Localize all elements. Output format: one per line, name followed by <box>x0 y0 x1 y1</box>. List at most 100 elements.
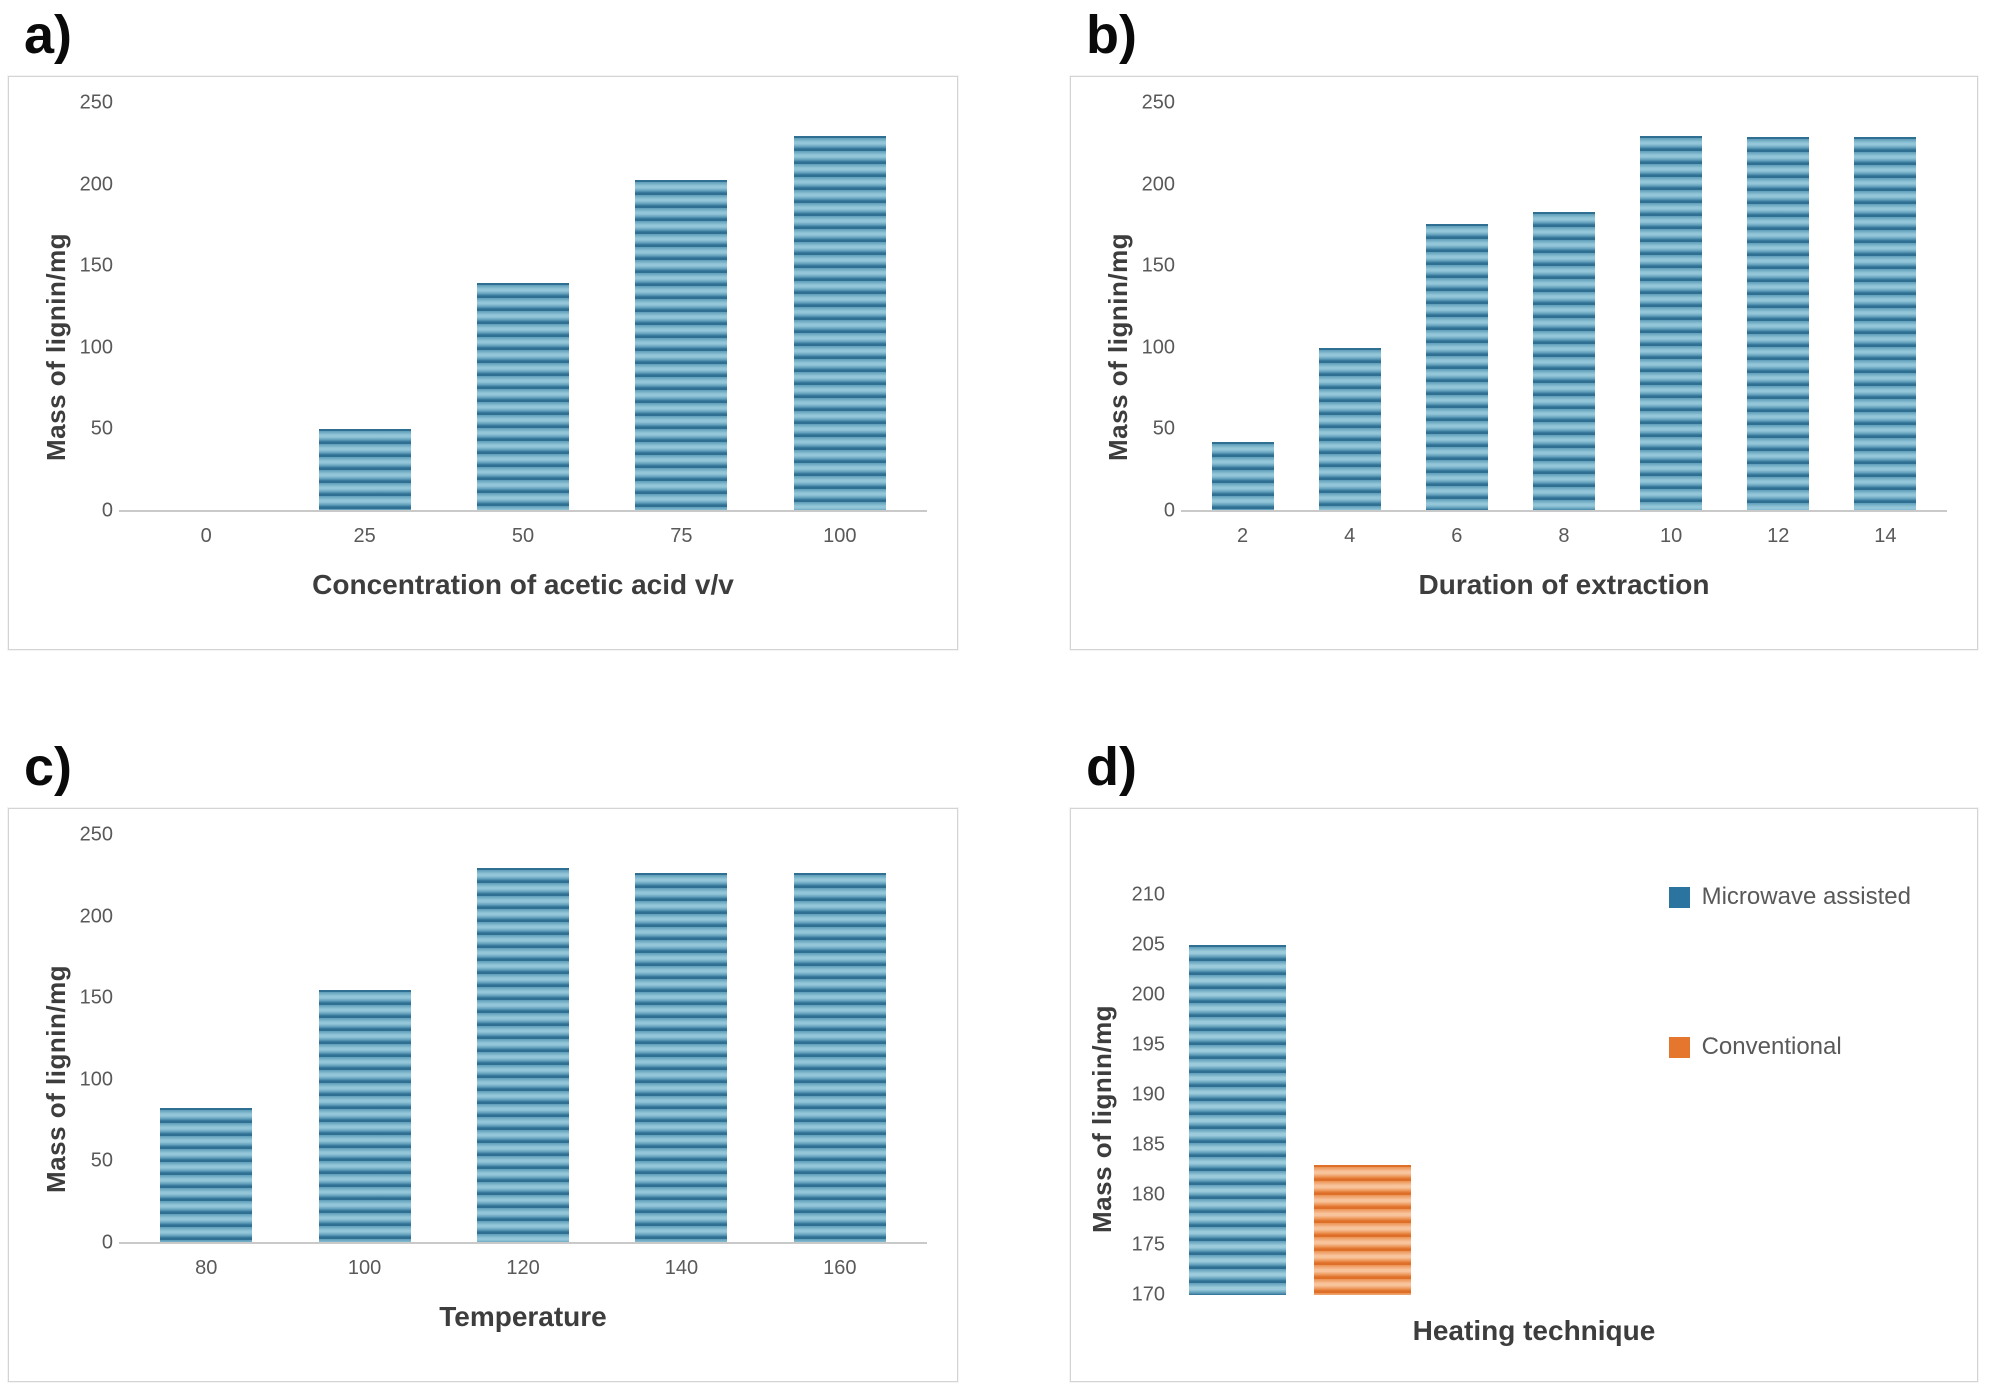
legend-label: Microwave assisted <box>1701 883 1911 910</box>
y-tick-50: 50 <box>90 1149 113 1172</box>
y-tick-250: 250 <box>79 823 113 846</box>
x-axis-line-b <box>1181 510 1947 512</box>
bar-slot-8 <box>1510 103 1617 511</box>
y-tick-200: 200 <box>79 173 113 196</box>
bars-c <box>127 835 919 1243</box>
y-tick-200: 200 <box>79 905 113 928</box>
y-tick-205: 205 <box>1131 933 1165 956</box>
bar-6 <box>1425 223 1488 511</box>
panel-c-section: c) Mass of lignin/mg 0 50 100 150 200 250 80 1… <box>8 738 958 1382</box>
x-axis-ticks-a: 0 25 50 75 100 <box>127 525 919 548</box>
plot-area-b <box>1181 103 1947 512</box>
y-tick-50: 50 <box>1152 417 1175 440</box>
x-tick-2: 2 <box>1237 525 1249 547</box>
y-axis-ticks-b: 0 50 100 150 200 250 <box>1115 92 1175 522</box>
bar-120 <box>477 867 569 1243</box>
y-tick-190: 190 <box>1131 1083 1165 1106</box>
bar-slot-25 <box>285 103 443 511</box>
bar-50 <box>477 282 569 511</box>
x-tick-8: 8 <box>1558 525 1570 547</box>
x-axis-ticks-c: 80 100 120 140 160 <box>127 1257 919 1280</box>
x-tick-140: 140 <box>664 1257 699 1279</box>
panel-a-chart: Mass of lignin/mg 0 50 100 150 200 250 0 25 50 7… <box>8 76 958 650</box>
x-tick-100: 100 <box>823 525 857 547</box>
bar-10 <box>1640 135 1703 511</box>
y-tick-100: 100 <box>79 1068 113 1091</box>
panel-c-label: c) <box>24 737 73 797</box>
bars-a <box>127 103 919 511</box>
bar-75 <box>635 179 728 511</box>
y-tick-100: 100 <box>1141 336 1175 359</box>
y-tick-150: 150 <box>1141 254 1175 277</box>
bar-slot-100 <box>761 103 919 511</box>
x-tick-0: 0 <box>200 525 212 547</box>
x-tick-10: 10 <box>1660 525 1683 547</box>
bar-25 <box>318 429 411 511</box>
legend-item-conventional: Conventional <box>1668 1033 1911 1061</box>
bar-slot-6 <box>1403 103 1510 511</box>
bar-slot-Microwave assisted <box>1175 895 1300 1295</box>
y-tick-200: 200 <box>1131 983 1165 1006</box>
plot-area-d <box>1175 895 1425 1295</box>
bar-slot-10 <box>1618 103 1725 511</box>
y-tick-100: 100 <box>79 336 113 359</box>
bar-Conventional <box>1313 1165 1412 1295</box>
x-axis-ticks-b: 2 4 6 8 10 12 14 <box>1189 525 1939 548</box>
plot-area-a <box>119 103 927 512</box>
bar-slot-0 <box>127 103 285 511</box>
panel-d-label: d) <box>1086 737 1137 797</box>
x-tick-6: 6 <box>1451 525 1463 547</box>
bar-8 <box>1532 212 1596 511</box>
bar-slot-Conventional <box>1300 895 1425 1295</box>
bar-slot-2 <box>1189 103 1296 511</box>
y-axis-ticks-d: 170 175 180 185 190 195 200 205 210 <box>1105 884 1165 1306</box>
bar-slot-120 <box>444 835 602 1243</box>
y-axis-ticks-c: 0 50 100 150 200 250 <box>53 824 113 1254</box>
y-tick-195: 195 <box>1131 1033 1165 1056</box>
panel-a-label: a) <box>24 5 73 65</box>
bar-80 <box>160 1107 253 1243</box>
legend-item-microwave-assisted: Microwave assisted <box>1668 883 1911 911</box>
x-tick-100: 100 <box>347 1257 382 1279</box>
y-tick-50: 50 <box>90 417 113 440</box>
y-tick-170: 170 <box>1131 1283 1165 1306</box>
bar-slot-12 <box>1725 103 1832 511</box>
y-tick-150: 150 <box>79 254 113 277</box>
x-axis-title-a: Concentration of acetic acid v/v <box>312 569 734 600</box>
bar-slot-75 <box>602 103 760 511</box>
legend-swatch-icon <box>1668 886 1690 908</box>
x-tick-75: 75 <box>670 525 693 547</box>
y-tick-250: 250 <box>1141 91 1175 114</box>
bar-slot-80 <box>127 835 285 1243</box>
x-tick-160: 160 <box>823 1257 857 1279</box>
bar-slot-4 <box>1296 103 1403 511</box>
y-tick-200: 200 <box>1141 173 1175 196</box>
legend-swatch-icon <box>1668 1036 1690 1058</box>
y-tick-250: 250 <box>79 91 113 114</box>
bar-Microwave assisted <box>1188 945 1287 1295</box>
bar-160 <box>793 872 886 1243</box>
bar-slot-100 <box>285 835 443 1243</box>
panel-c-chart: Mass of lignin/mg 0 50 100 150 200 250 80 100 1… <box>8 808 958 1382</box>
legend-d: Microwave assisted Conventional <box>1668 883 1911 1061</box>
y-tick-0: 0 <box>1163 499 1175 522</box>
x-axis-line-a <box>119 510 927 512</box>
bar-100 <box>793 135 886 511</box>
y-axis-ticks-a: 0 50 100 150 200 250 <box>53 92 113 522</box>
bar-100 <box>318 990 411 1243</box>
x-tick-4: 4 <box>1344 525 1356 547</box>
bars-d <box>1175 895 1425 1295</box>
panel-b-chart: Mass of lignin/mg 0 50 100 150 200 250 2 4 6 8 10… <box>1070 76 1978 650</box>
y-tick-175: 175 <box>1131 1233 1165 1256</box>
x-axis-line-c <box>119 1242 927 1244</box>
panel-b-label: b) <box>1086 5 1137 65</box>
bars-b <box>1189 103 1939 511</box>
bar-4 <box>1318 347 1381 511</box>
y-tick-0: 0 <box>101 499 113 522</box>
y-tick-150: 150 <box>79 986 113 1009</box>
panel-d-chart: Mass of lignin/mg 170 175 180 185 190 195 200 2… <box>1070 808 1978 1382</box>
x-axis-title-b: Duration of extraction <box>1418 569 1710 600</box>
bar-slot-14 <box>1832 103 1939 511</box>
